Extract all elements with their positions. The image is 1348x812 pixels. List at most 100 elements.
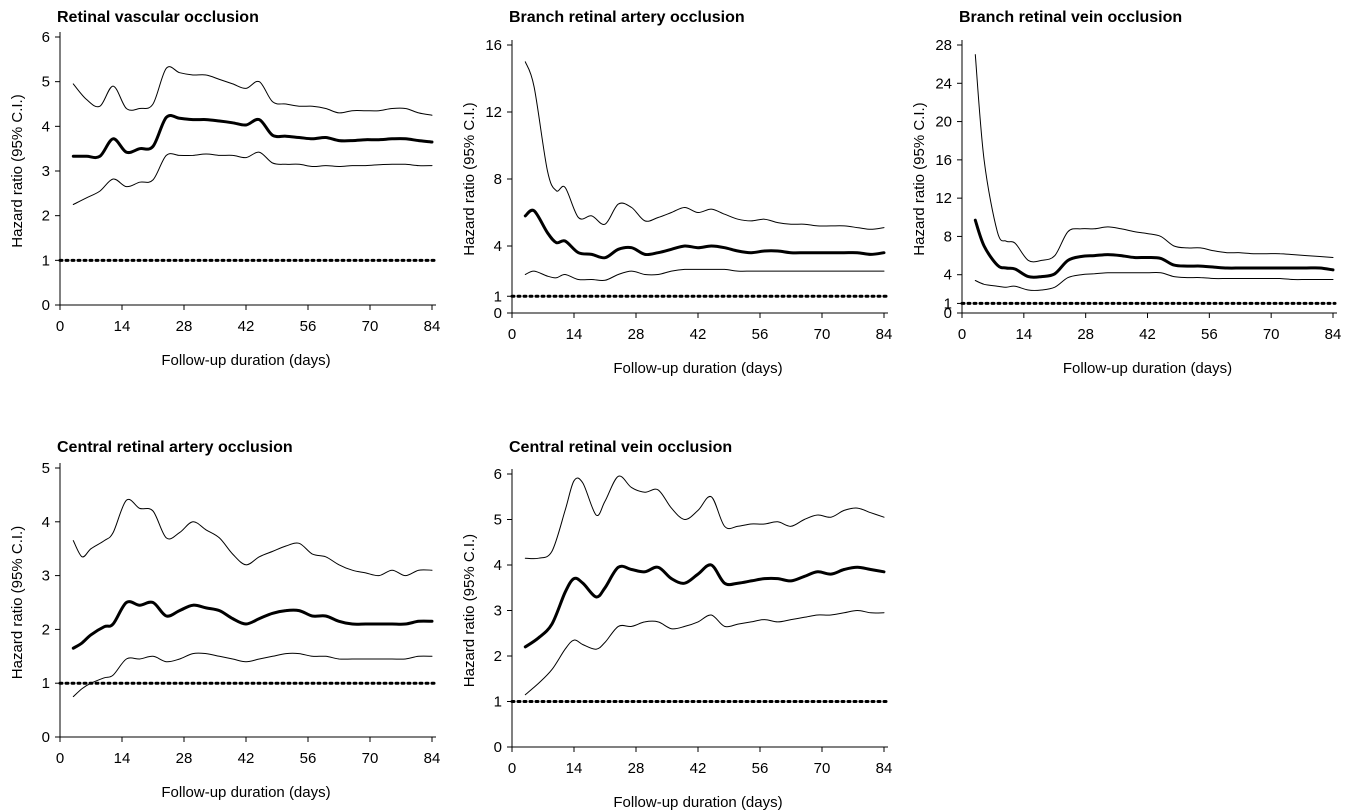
x-tick-label: 42 <box>238 318 255 335</box>
chart-panel-3: Central retinal artery occlusion 0 1 2 3 4 5 0 1… <box>9 439 441 801</box>
chart-panel-2: Branch retinal vein occlusion01481216202… <box>911 9 1342 377</box>
y-tick-label: 4 <box>494 238 502 255</box>
y-tick-label: 5 <box>42 74 50 91</box>
x-tick-label: 42 <box>1139 326 1156 343</box>
x-tick-label: 84 <box>424 318 441 335</box>
x-tick-label: 56 <box>300 318 317 335</box>
y-tick-label: 0 <box>494 305 502 322</box>
x-tick-label: 56 <box>300 750 317 767</box>
y-tick-label: 20 <box>935 114 952 131</box>
chart-title: Branch retinal artery occlusion <box>509 9 745 26</box>
y-tick-label: 28 <box>935 37 952 54</box>
x-tick-label: 70 <box>1263 326 1280 343</box>
x-axis-label: Follow-up duration (days) <box>1063 360 1232 377</box>
y-tick-label: 2 <box>494 648 502 665</box>
chart-title: Central retinal vein occlusion <box>509 439 732 456</box>
upper-ci-line <box>524 61 885 230</box>
x-tick-label: 14 <box>1015 326 1032 343</box>
x-tick-label: 42 <box>690 760 707 777</box>
y-tick-label: 5 <box>494 512 502 529</box>
y-tick-label: 6 <box>494 466 502 483</box>
y-tick-label: 8 <box>494 171 502 188</box>
y-axis-label: Hazard ratio (95% C.I.) <box>9 526 26 679</box>
y-tick-label: 1 <box>944 295 952 312</box>
hazard-ratio-line <box>523 208 886 260</box>
y-tick-label: 4 <box>42 118 50 135</box>
y-tick-label: 0 <box>42 297 50 314</box>
x-axis-label: Follow-up duration (days) <box>161 784 330 801</box>
y-axis-label: Hazard ratio (95% C.I.) <box>9 94 26 247</box>
y-tick-label: 2 <box>42 208 50 225</box>
x-tick-label: 28 <box>1077 326 1094 343</box>
y-tick-label: 1 <box>42 252 50 269</box>
y-tick-label: 12 <box>935 190 952 207</box>
upper-ci-line <box>974 54 1334 263</box>
y-tick-label: 4 <box>944 267 952 284</box>
x-tick-label: 0 <box>56 318 64 335</box>
y-tick-label: 0 <box>42 729 50 746</box>
x-tick-label: 70 <box>362 750 379 767</box>
x-tick-label: 28 <box>628 326 645 343</box>
hazard-ratio-line <box>523 563 886 649</box>
y-tick-label: 8 <box>944 228 952 245</box>
y-axis-label: Hazard ratio (95% C.I.) <box>911 102 928 255</box>
x-tick-label: 42 <box>690 326 707 343</box>
x-tick-label: 0 <box>958 326 966 343</box>
lower-ci-line <box>974 272 1334 291</box>
y-axis-label: Hazard ratio (95% C.I.) <box>461 102 478 255</box>
chart-title: Central retinal artery occlusion <box>57 439 293 456</box>
lower-ci-line <box>72 652 433 698</box>
x-tick-label: 70 <box>814 326 831 343</box>
x-tick-label: 70 <box>362 318 379 335</box>
y-axis-label: Hazard ratio (95% C.I.) <box>461 534 478 687</box>
upper-ci-line <box>524 475 885 560</box>
x-tick-label: 56 <box>752 760 769 777</box>
hazard-ratio-line <box>71 114 434 160</box>
y-tick-label: 24 <box>935 75 952 92</box>
x-tick-label: 0 <box>56 750 64 767</box>
y-tick-label: 12 <box>485 104 502 121</box>
y-tick-label: 1 <box>42 675 50 692</box>
x-tick-label: 28 <box>176 318 193 335</box>
y-tick-label: 4 <box>42 514 50 531</box>
lower-ci-line <box>524 268 885 282</box>
x-tick-label: 70 <box>814 760 831 777</box>
x-tick-label: 0 <box>508 326 516 343</box>
x-tick-label: 84 <box>876 760 893 777</box>
x-tick-label: 42 <box>238 750 255 767</box>
y-tick-label: 3 <box>494 603 502 620</box>
y-tick-label: 16 <box>485 37 502 54</box>
y-tick-label: 2 <box>42 621 50 638</box>
y-tick-label: 16 <box>935 152 952 169</box>
y-tick-label: 5 <box>42 460 50 477</box>
x-tick-label: 84 <box>876 326 893 343</box>
y-tick-label: 0 <box>944 305 952 322</box>
y-tick-label: 6 <box>42 29 50 46</box>
x-axis-label: Follow-up duration (days) <box>161 352 330 369</box>
x-tick-label: 56 <box>752 326 769 343</box>
upper-ci-line <box>72 498 433 577</box>
chart-title: Branch retinal vein occlusion <box>959 9 1182 26</box>
y-tick-label: 1 <box>494 694 502 711</box>
x-tick-label: 14 <box>114 750 131 767</box>
x-tick-label: 84 <box>1325 326 1342 343</box>
x-tick-label: 14 <box>566 760 583 777</box>
y-tick-label: 3 <box>42 568 50 585</box>
upper-ci-line <box>72 66 433 116</box>
x-tick-label: 28 <box>176 750 193 767</box>
lower-ci-line <box>524 610 885 696</box>
x-tick-label: 0 <box>508 760 516 777</box>
hazard-ratio-line <box>973 218 1335 279</box>
x-axis-label: Follow-up duration (days) <box>613 360 782 377</box>
y-tick-label: 3 <box>42 163 50 180</box>
x-tick-label: 84 <box>424 750 441 767</box>
y-tick-label: 4 <box>494 557 502 574</box>
lower-ci-line <box>72 151 433 205</box>
y-tick-label: 1 <box>494 288 502 305</box>
x-tick-label: 14 <box>566 326 583 343</box>
chart-panel-1: Branch retinal artery occlusion014812160… <box>461 9 893 377</box>
hazard-ratio-line <box>71 600 434 650</box>
